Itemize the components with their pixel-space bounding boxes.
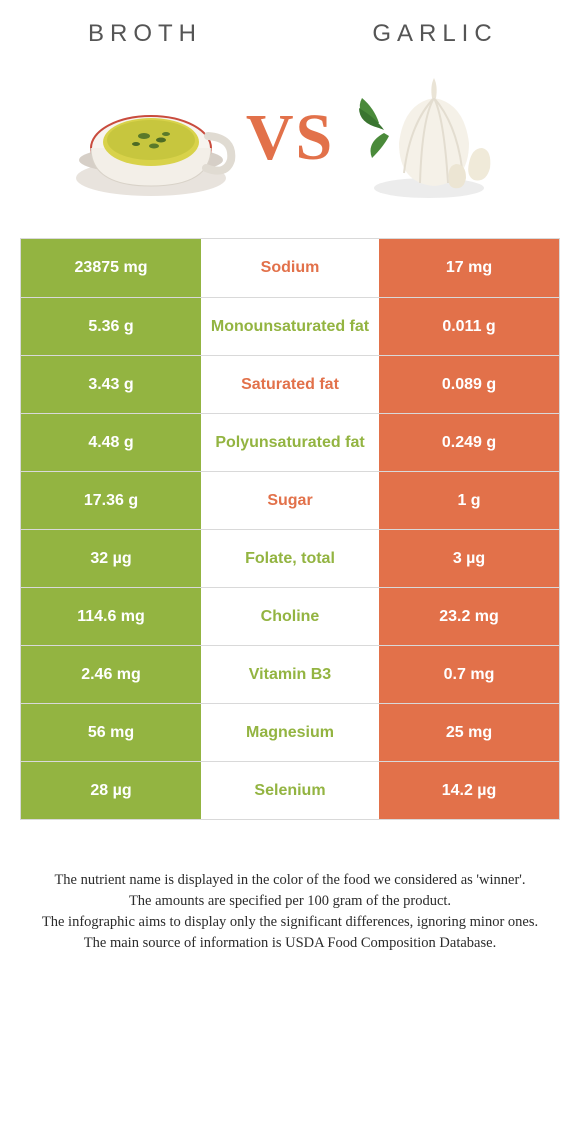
- table-row: 28 µgSelenium14.2 µg: [21, 761, 559, 819]
- footnote-line: The nutrient name is displayed in the co…: [40, 870, 540, 891]
- footnote-line: The main source of information is USDA F…: [40, 933, 540, 954]
- value-right: 23.2 mg: [379, 588, 559, 645]
- value-left: 2.46 mg: [21, 646, 201, 703]
- footnote-line: The infographic aims to display only the…: [40, 912, 540, 933]
- nutrient-table: 23875 mgSodium17 mg5.36 gMonounsaturated…: [20, 238, 560, 820]
- value-right: 25 mg: [379, 704, 559, 761]
- nutrient-label: Choline: [201, 588, 379, 645]
- table-row: 56 mgMagnesium25 mg: [21, 703, 559, 761]
- broth-image: [66, 68, 236, 208]
- value-left: 114.6 mg: [21, 588, 201, 645]
- footnotes: The nutrient name is displayed in the co…: [40, 870, 540, 954]
- nutrient-label: Sugar: [201, 472, 379, 529]
- value-right: 0.089 g: [379, 356, 559, 413]
- food-right-label: GARLIC: [372, 20, 497, 47]
- garlic-image: [344, 68, 514, 208]
- nutrient-label: Sodium: [201, 239, 379, 297]
- value-right: 14.2 µg: [379, 762, 559, 819]
- value-left: 23875 mg: [21, 239, 201, 297]
- nutrient-label: Vitamin B3: [201, 646, 379, 703]
- value-right: 0.7 mg: [379, 646, 559, 703]
- table-row: 3.43 gSaturated fat0.089 g: [21, 355, 559, 413]
- header-row: BROTH GARLIC: [0, 0, 580, 58]
- value-right: 0.011 g: [379, 298, 559, 355]
- value-right: 3 µg: [379, 530, 559, 587]
- value-left: 32 µg: [21, 530, 201, 587]
- value-left: 4.48 g: [21, 414, 201, 471]
- table-row: 23875 mgSodium17 mg: [21, 239, 559, 297]
- footnote-line: The amounts are specified per 100 gram o…: [40, 891, 540, 912]
- value-left: 56 mg: [21, 704, 201, 761]
- nutrient-label: Selenium: [201, 762, 379, 819]
- hero-row: VS: [0, 58, 580, 238]
- table-row: 5.36 gMonounsaturated fat0.011 g: [21, 297, 559, 355]
- value-left: 17.36 g: [21, 472, 201, 529]
- nutrient-label: Folate, total: [201, 530, 379, 587]
- header-left-col: BROTH: [0, 20, 290, 48]
- table-row: 17.36 gSugar1 g: [21, 471, 559, 529]
- value-left: 28 µg: [21, 762, 201, 819]
- value-right: 17 mg: [379, 239, 559, 297]
- header-right-col: GARLIC: [290, 20, 580, 48]
- nutrient-label: Polyunsaturated fat: [201, 414, 379, 471]
- nutrient-label: Monounsaturated fat: [201, 298, 379, 355]
- table-row: 4.48 gPolyunsaturated fat0.249 g: [21, 413, 559, 471]
- infographic-container: BROTH GARLIC VS: [0, 0, 580, 954]
- value-left: 5.36 g: [21, 298, 201, 355]
- nutrient-label: Saturated fat: [201, 356, 379, 413]
- vs-label: VS: [246, 100, 334, 176]
- value-right: 1 g: [379, 472, 559, 529]
- table-row: 114.6 mgCholine23.2 mg: [21, 587, 559, 645]
- table-row: 32 µgFolate, total3 µg: [21, 529, 559, 587]
- value-left: 3.43 g: [21, 356, 201, 413]
- table-row: 2.46 mgVitamin B30.7 mg: [21, 645, 559, 703]
- food-left-label: BROTH: [88, 20, 202, 47]
- value-right: 0.249 g: [379, 414, 559, 471]
- nutrient-label: Magnesium: [201, 704, 379, 761]
